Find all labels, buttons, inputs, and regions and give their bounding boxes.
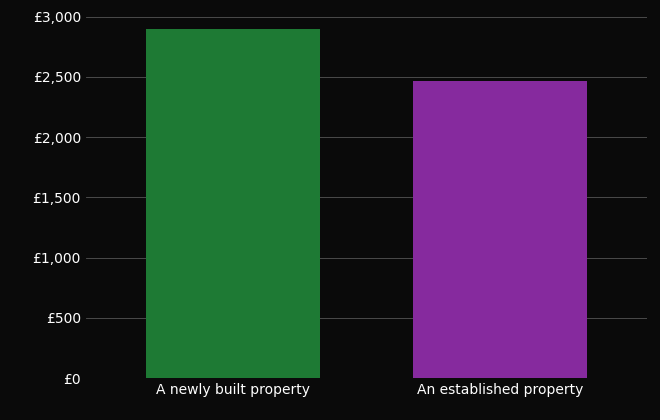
Bar — [413, 81, 587, 378]
Bar — [146, 29, 319, 378]
